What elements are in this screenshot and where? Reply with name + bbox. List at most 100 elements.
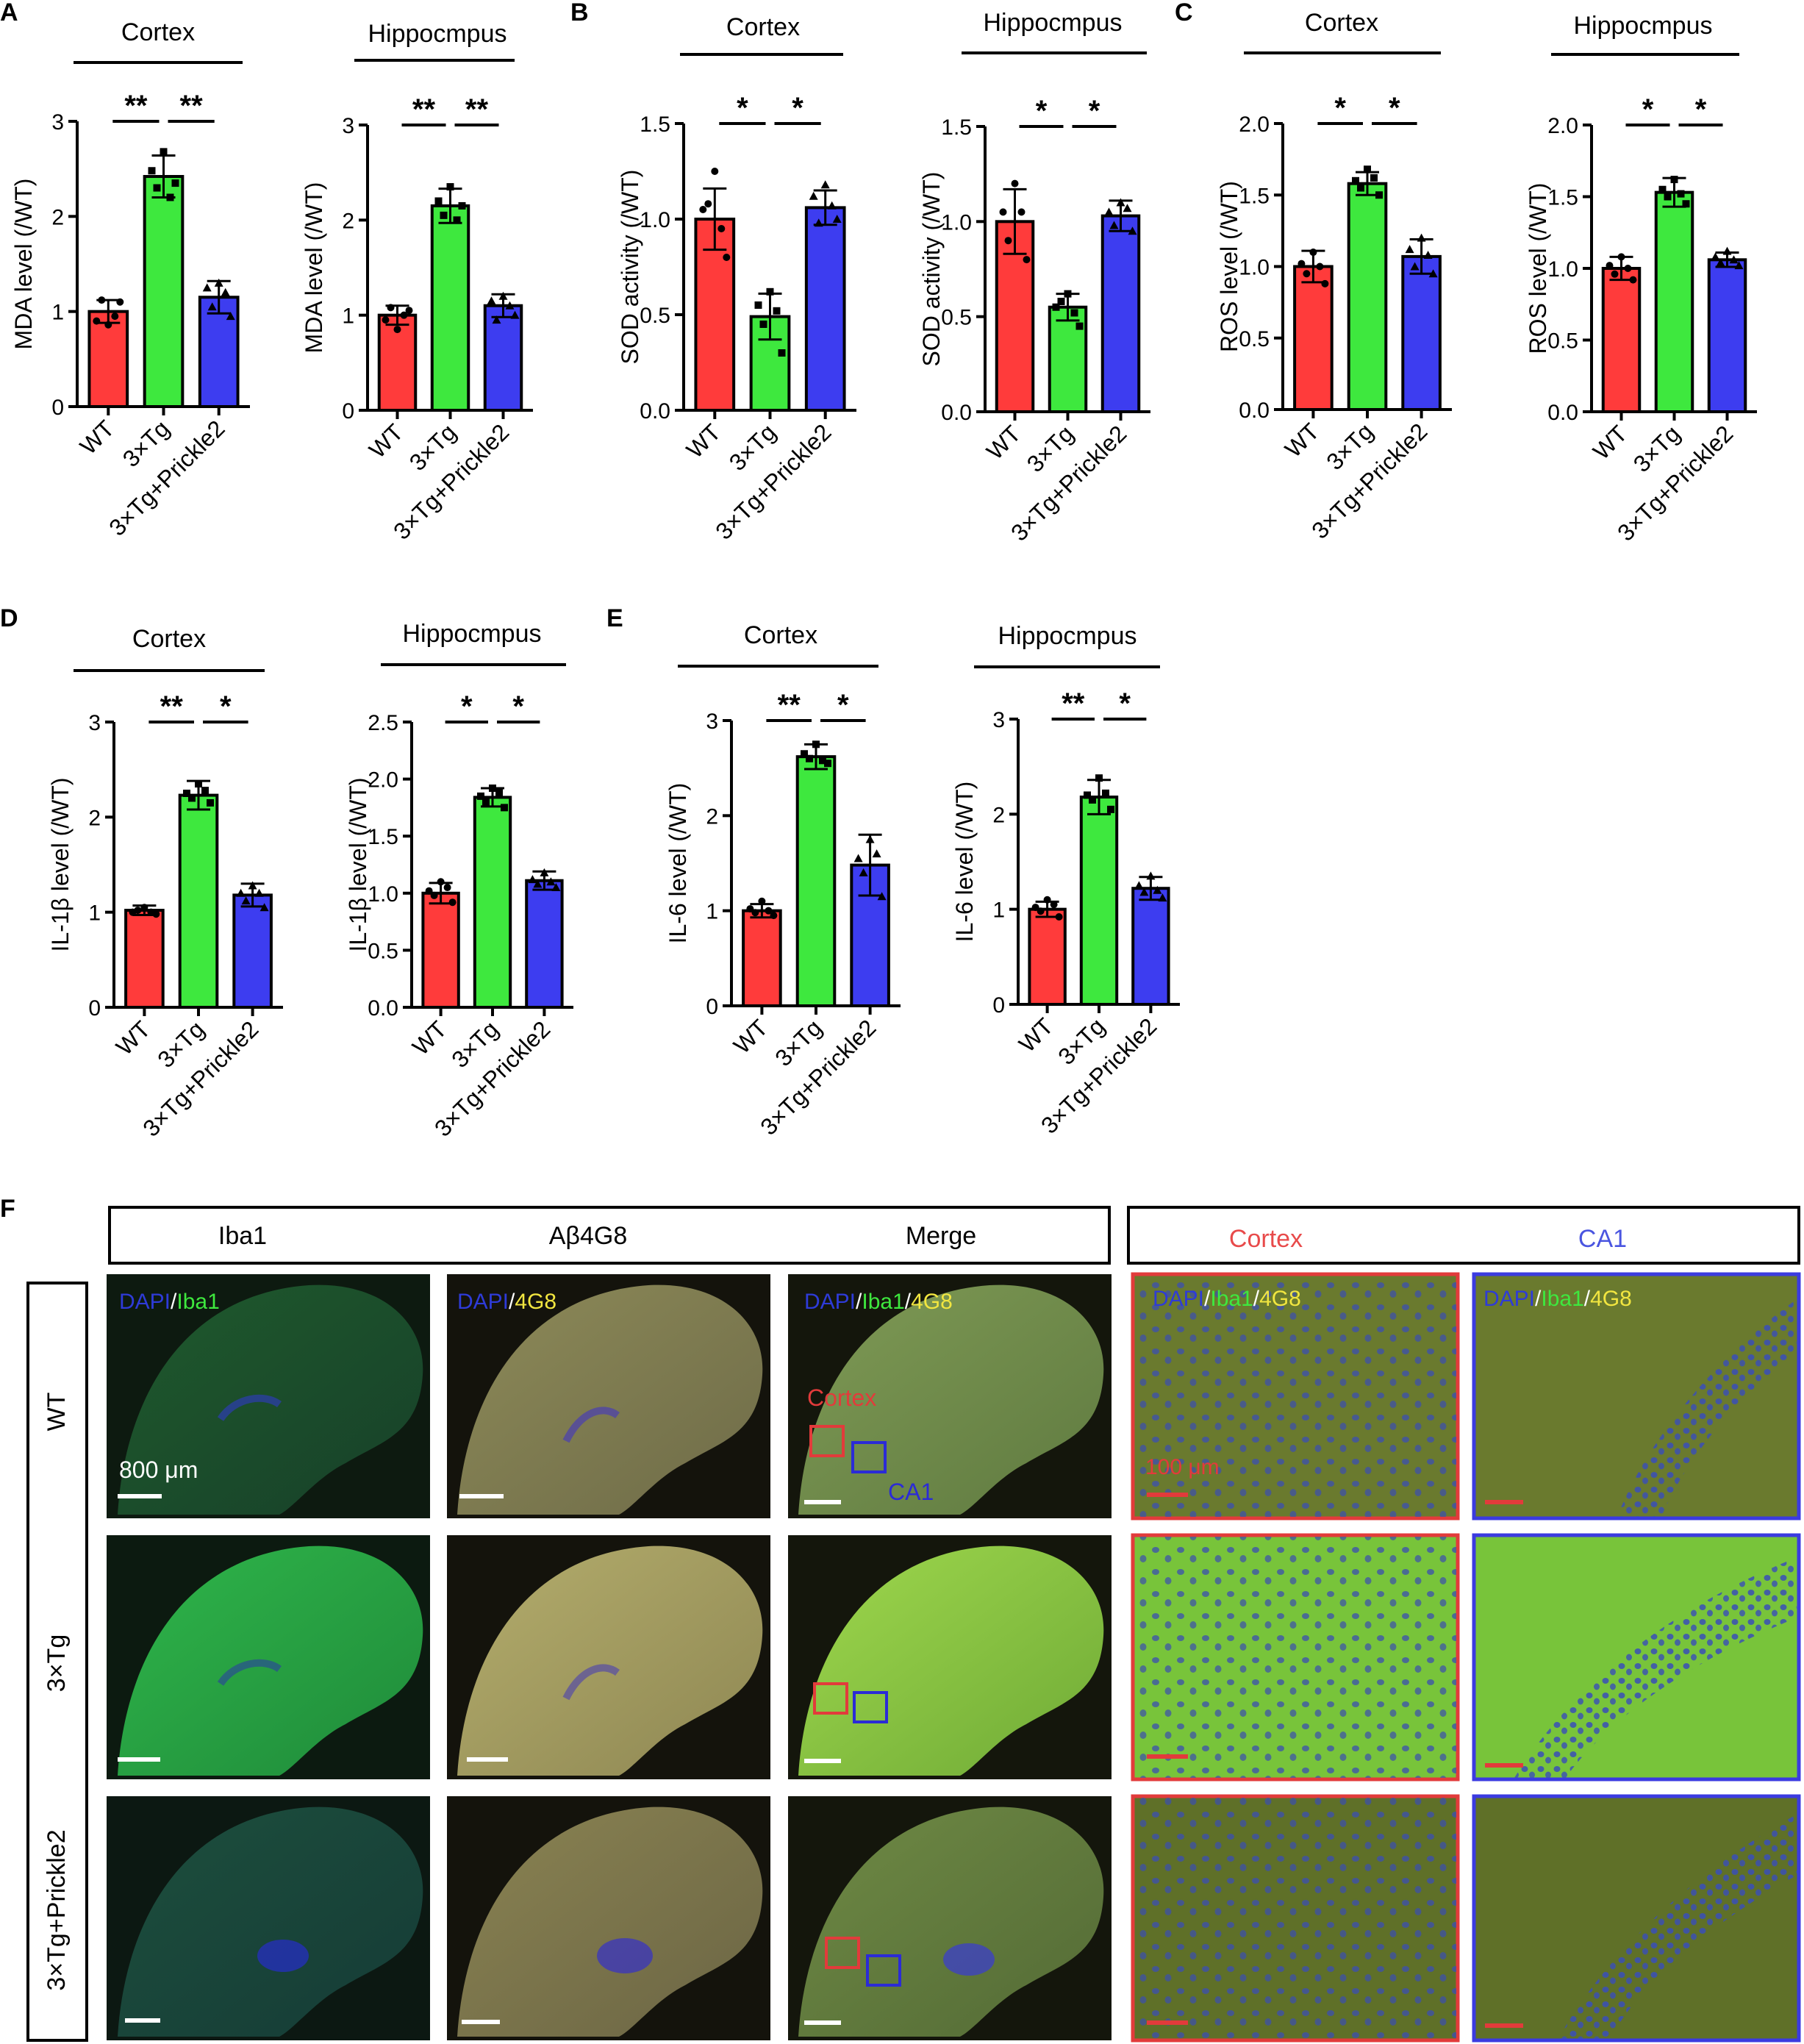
- data-point: [832, 215, 842, 223]
- y-tick-label: 1: [51, 301, 64, 325]
- data-point: [236, 888, 246, 897]
- data-point: [195, 780, 202, 788]
- stain-label-slash: /: [1253, 1287, 1260, 1311]
- data-point: [437, 878, 445, 886]
- data-point: [93, 317, 101, 325]
- data-point: [1043, 896, 1051, 904]
- y-tick-label: 0.0: [1547, 401, 1578, 425]
- data-point: [1297, 260, 1306, 268]
- x-tick-label: WT: [1014, 1012, 1059, 1057]
- y-axis-label: MDA level (/WT): [301, 182, 327, 354]
- data-point: [1410, 262, 1420, 271]
- data-point: [1682, 200, 1690, 208]
- bar: [124, 909, 165, 1009]
- data-point: [1624, 265, 1632, 272]
- stain-label-slash: /: [509, 1290, 515, 1314]
- x-tick-label: WT: [1280, 418, 1325, 462]
- data-point: [1629, 276, 1637, 284]
- svg-text:DAPI/Iba1/4G8: DAPI/Iba1/4G8: [804, 1290, 953, 1314]
- chart-title: Hippocmpus: [1574, 12, 1713, 40]
- roi-box-ca1: [866, 1954, 901, 1987]
- data-point: [1070, 309, 1078, 317]
- data-point: [528, 875, 537, 884]
- chart-title: Hippocmpus: [984, 9, 1123, 37]
- data-point: [489, 785, 496, 793]
- data-point: [1104, 207, 1114, 216]
- chart-c-hippocampus: Hippocmpus 0.0 0.5 1.0 1.5 2.0 ROS level (/WT)…: [1525, 12, 1757, 546]
- data-point: [453, 216, 461, 224]
- bar: [483, 304, 523, 412]
- data-point: [1134, 881, 1144, 890]
- bar: [1401, 254, 1442, 412]
- stain-label-slash: /: [856, 1290, 862, 1314]
- scale-bar-label-800um: 800 μm: [119, 1457, 198, 1483]
- bar: [525, 879, 564, 1010]
- data-point: [820, 180, 830, 189]
- data-point: [704, 200, 712, 208]
- data-point: [877, 892, 887, 901]
- data-point: [859, 868, 868, 876]
- data-point: [766, 287, 774, 296]
- data-point: [387, 304, 395, 312]
- image-3xtg-4g8: [447, 1535, 770, 1779]
- data-point: [872, 849, 881, 858]
- y-tick-label: 1.0: [941, 210, 972, 235]
- header-ab4g8: Aβ4G8: [549, 1222, 628, 1250]
- data-point: [754, 301, 762, 309]
- y-tick-label: 3: [51, 110, 64, 135]
- panel-letter: A: [0, 0, 18, 26]
- data-point: [440, 211, 448, 219]
- data-point: [773, 307, 781, 315]
- data-point: [1064, 290, 1072, 298]
- data-point: [400, 311, 408, 319]
- y-axis-label: ROS level (/WT): [1525, 183, 1551, 354]
- data-point: [226, 312, 235, 321]
- data-point: [214, 278, 223, 287]
- data-point: [1357, 184, 1364, 192]
- significance-marker: **: [778, 689, 801, 721]
- bar: [1601, 267, 1642, 413]
- significance-marker: *: [837, 689, 849, 721]
- data-point: [1423, 250, 1433, 259]
- y-tick-label: 0: [342, 399, 354, 424]
- data-point: [221, 287, 230, 296]
- data-point: [812, 740, 820, 748]
- data-point: [723, 254, 731, 261]
- data-point: [1023, 256, 1031, 264]
- data-point: [551, 883, 561, 892]
- data-point: [711, 168, 719, 175]
- data-point: [446, 183, 454, 191]
- y-tick-label: 1.0: [1547, 257, 1578, 282]
- svg-text:DAPI/Iba1/4G8: DAPI/Iba1/4G8: [1153, 1287, 1301, 1311]
- y-tick-label: 0.0: [640, 399, 670, 424]
- y-tick-label: 2.0: [1547, 114, 1578, 138]
- image-wt-cortex-zoom: 100 μm DAPI/Iba1/4G8: [1131, 1272, 1460, 1521]
- y-tick-label: 3: [706, 710, 718, 734]
- data-point: [1722, 246, 1732, 255]
- header-ca1: CA1: [1578, 1225, 1627, 1253]
- image-prickle2-cortex-zoom: [1131, 1794, 1460, 2043]
- stain-label-4g8: 4G8: [1590, 1287, 1632, 1311]
- chart-b-hippocampus: Hippocmpus 0.0 0.5 1.0 1.5 SOD activity (/WT)…: [918, 9, 1150, 546]
- significance-marker: *: [1119, 687, 1131, 720]
- panel-letter: C: [1175, 0, 1193, 26]
- data-point: [498, 291, 508, 300]
- x-tick-label: WT: [1588, 420, 1633, 465]
- y-tick-label: 2: [706, 804, 718, 829]
- stain-label-dapi: DAPI: [1153, 1287, 1204, 1311]
- stain-label-4g8: 4G8: [911, 1290, 953, 1314]
- significance-marker: **: [1062, 687, 1085, 720]
- y-tick-label: 0.0: [1239, 399, 1270, 423]
- data-point: [1617, 253, 1625, 261]
- data-point: [482, 798, 490, 806]
- roi-box-cortex: [813, 1682, 848, 1715]
- bar: [795, 755, 837, 1007]
- data-point: [1716, 258, 1725, 267]
- significance-marker: *: [1389, 92, 1400, 124]
- significance-marker: *: [1089, 95, 1100, 127]
- data-point: [98, 296, 106, 304]
- data-point: [140, 904, 148, 912]
- bar: [232, 893, 273, 1010]
